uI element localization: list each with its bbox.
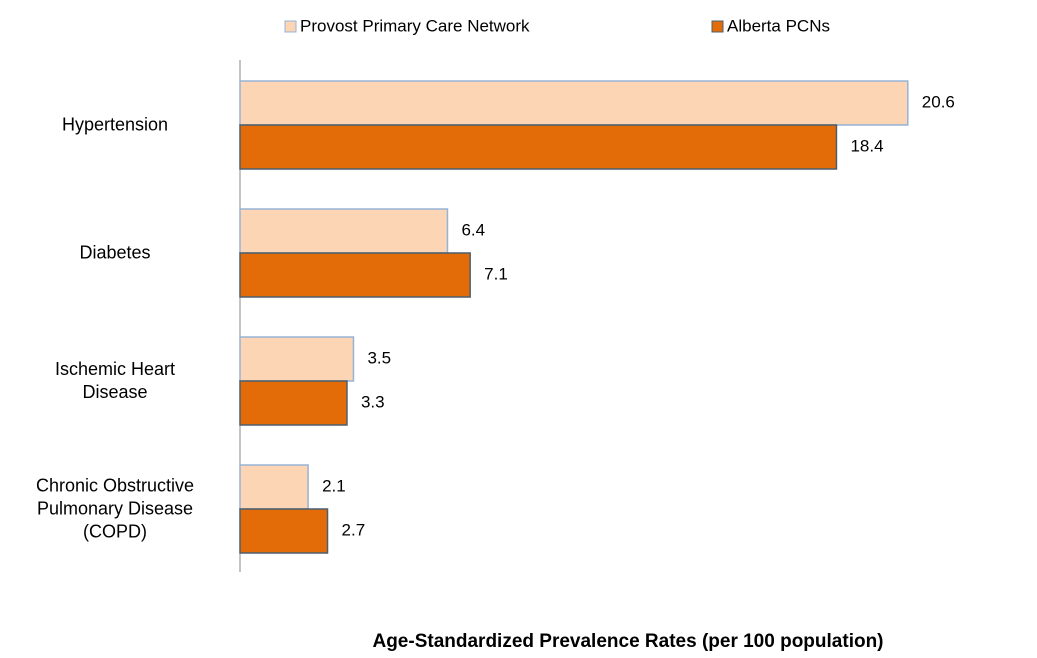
legend-swatch — [711, 20, 724, 33]
value-label: 20.6 — [922, 92, 955, 111]
bar — [239, 80, 909, 126]
bar — [239, 508, 329, 554]
value-label: 6.4 — [461, 220, 485, 239]
value-label: 2.7 — [342, 520, 366, 539]
value-label: 3.5 — [367, 348, 391, 367]
chart-title: Age-Standardized Prevalence Rates (per 1… — [372, 631, 883, 652]
bar — [239, 464, 309, 510]
legend-label: Provost Primary Care Network — [300, 16, 530, 35]
bar — [239, 124, 838, 170]
bar — [239, 252, 471, 298]
bar — [239, 336, 355, 382]
legend-label: Alberta PCNs — [727, 16, 830, 35]
bar — [239, 208, 449, 254]
legend-swatch — [284, 20, 297, 33]
value-label: 18.4 — [850, 136, 883, 155]
value-label: 3.3 — [361, 392, 385, 411]
value-label: 2.1 — [322, 476, 346, 495]
category-label: Hypertension — [61, 114, 169, 135]
bar — [239, 380, 348, 426]
value-label: 7.1 — [484, 264, 508, 283]
category-label: Diabetes — [79, 242, 151, 263]
category-label: Ischemic Heart Disease — [54, 359, 176, 402]
category-label: Chronic Obstructive Pulmonary Disease (C… — [35, 475, 195, 542]
